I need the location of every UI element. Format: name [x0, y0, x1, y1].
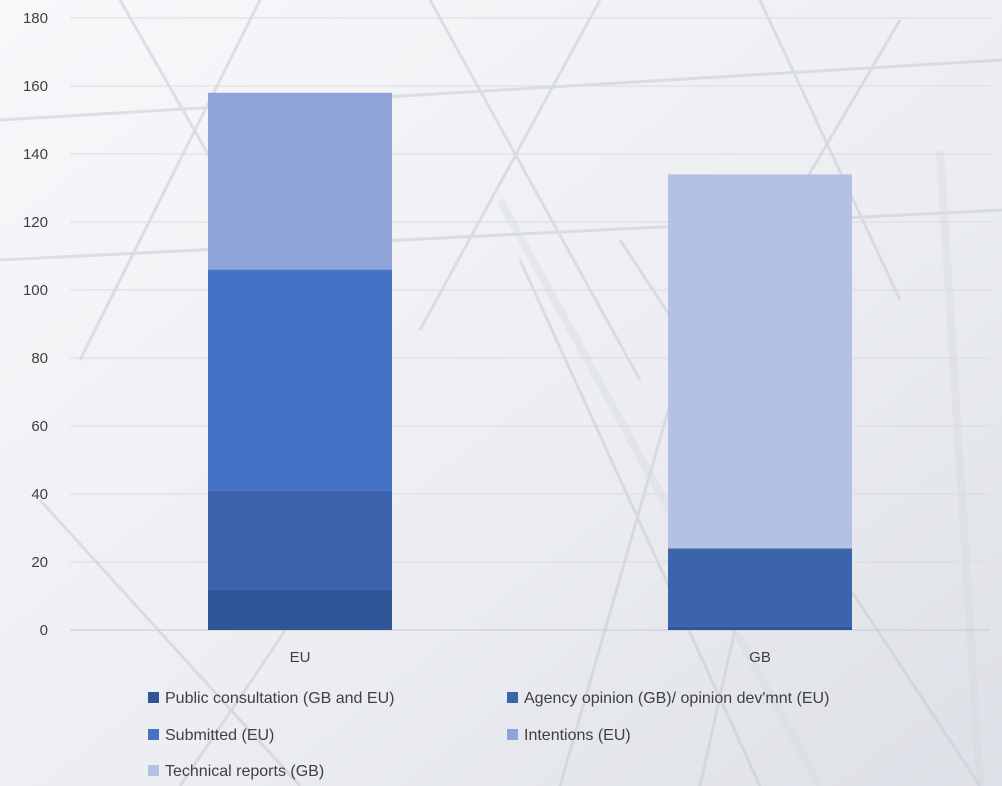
bar-segment	[668, 548, 852, 627]
y-tick-label: 20	[31, 554, 48, 571]
bar-segment	[208, 490, 392, 590]
y-axis: 0 20 40 60 80 100 120 140 160 180	[23, 10, 48, 639]
bars	[208, 92, 852, 630]
y-tick-label: 60	[31, 418, 48, 435]
legend-swatch	[148, 729, 159, 740]
y-tick-label: 100	[23, 282, 48, 299]
legend-swatch	[507, 729, 518, 740]
legend-swatch	[507, 692, 518, 703]
y-tick-label: 80	[31, 350, 48, 367]
x-axis: EU GB	[290, 649, 771, 666]
bar-segment	[208, 269, 392, 491]
legend-label: Technical reports (GB)	[165, 763, 324, 780]
legend-label: Public consultation (GB and EU)	[165, 690, 394, 707]
legend-swatch	[148, 765, 159, 776]
bar-segment	[208, 589, 392, 630]
legend-label: Agency opinion (GB)/ opinion dev'mnt (EU…	[524, 690, 829, 707]
y-tick-label: 40	[31, 486, 48, 503]
legend-item: Submitted (EU)	[148, 727, 274, 744]
y-tick-label: 160	[23, 78, 48, 95]
legend-item: Public consultation (GB and EU)	[148, 690, 394, 707]
y-tick-label: 180	[23, 10, 48, 27]
bar-segment	[208, 92, 392, 270]
legend-swatch	[148, 692, 159, 703]
legend-item: Technical reports (GB)	[148, 763, 324, 780]
y-tick-label: 120	[23, 214, 48, 231]
x-tick-label: GB	[749, 649, 771, 666]
y-tick-label: 140	[23, 146, 48, 163]
legend: Public consultation (GB and EU) Agency op…	[148, 690, 829, 780]
legend-label: Submitted (EU)	[165, 727, 274, 744]
bar-segment	[668, 174, 852, 549]
y-tick-label: 0	[40, 622, 48, 639]
legend-item: Intentions (EU)	[507, 727, 631, 744]
legend-item: Agency opinion (GB)/ opinion dev'mnt (EU…	[507, 690, 829, 707]
legend-label: Intentions (EU)	[524, 727, 631, 744]
bar-segment	[668, 626, 852, 630]
x-tick-label: EU	[290, 649, 311, 666]
